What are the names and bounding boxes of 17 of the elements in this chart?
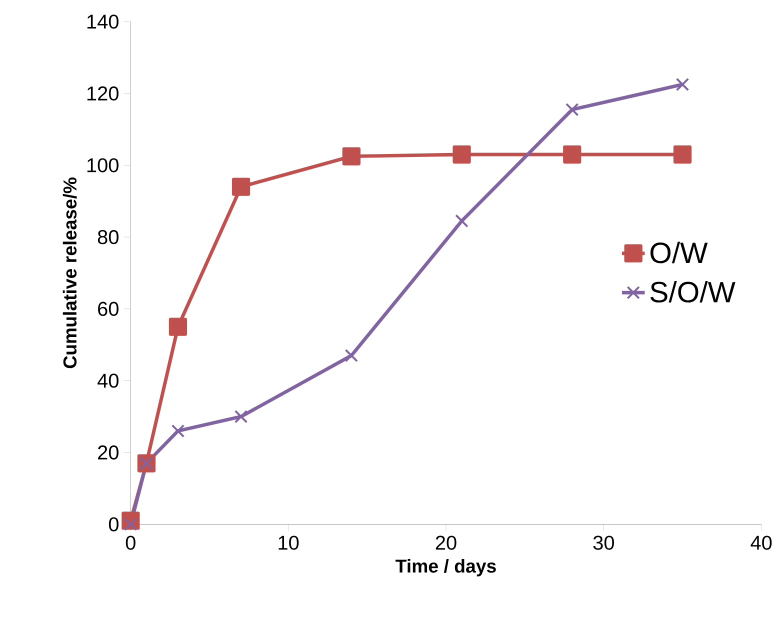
- legend-label: O/W: [650, 242, 708, 264]
- y-tick-label: 60: [98, 302, 118, 316]
- y-tick-label: 120: [87, 86, 118, 101]
- y-tick-label: 80: [98, 230, 118, 244]
- y-tick-label: 20: [98, 445, 118, 460]
- y-tick-label: 140: [87, 14, 118, 29]
- y-tick-label: 0: [108, 517, 118, 532]
- x-tick-label: 20: [436, 536, 456, 550]
- legend-label: S/O/W: [650, 280, 736, 303]
- y-axis-title: Cumulative release/%: [62, 178, 77, 368]
- y-tick-label: 40: [98, 374, 118, 388]
- x-tick-label: 40: [750, 536, 772, 550]
- y-tick-label: 100: [87, 158, 118, 172]
- x-axis-title: Time / days: [396, 559, 496, 576]
- x-tick-label: 30: [593, 536, 614, 550]
- x-tick-label: 10: [278, 536, 299, 550]
- x-tick-label: 0: [126, 536, 136, 550]
